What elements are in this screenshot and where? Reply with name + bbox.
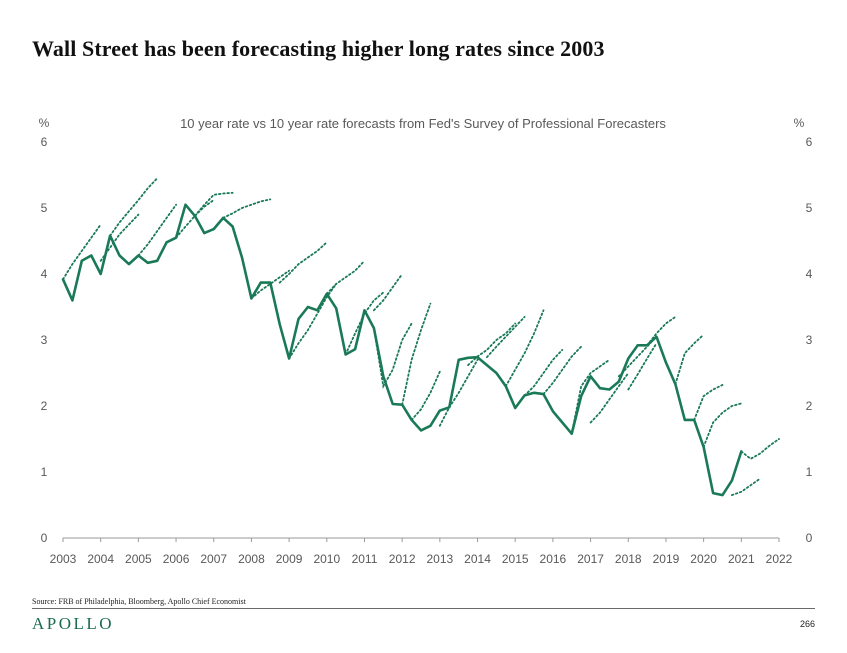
y-axis-label-left: %: [39, 116, 50, 130]
forecast-line-18: [467, 322, 517, 367]
forecast-line-1: [62, 223, 102, 281]
x-tick-label: 2015: [502, 552, 529, 566]
forecast-line-19: [485, 315, 526, 359]
y-axis-label-right: %: [794, 116, 805, 130]
x-tick-label: 2007: [200, 552, 227, 566]
x-tick-label: 2012: [389, 552, 416, 566]
y-axis-right: 0 1 2 3 4 5 6: [806, 135, 813, 545]
y-tick-label-right: 4: [806, 267, 813, 281]
y-tick-label-right: 1: [806, 465, 813, 479]
forecast-line-32: [740, 438, 780, 460]
forecast-line-2: [109, 177, 159, 237]
x-tick-label: 2018: [615, 552, 642, 566]
source-note: Source: FRB of Philadelphia, Bloomberg, …: [32, 597, 246, 606]
x-tick-label: 2006: [163, 552, 190, 566]
forecast-line-16: [410, 370, 441, 421]
forecast-line-28: [674, 333, 705, 386]
forecast-line-24: [589, 372, 630, 424]
y-tick-label-left: 0: [41, 531, 48, 545]
y-tick-label-right: 2: [806, 399, 813, 413]
x-tick-label: 2013: [426, 552, 453, 566]
forecast-line-17: [438, 358, 479, 427]
page-number: 266: [799, 619, 815, 629]
forecast-line-15: [401, 302, 432, 406]
x-tick-label: 2019: [653, 552, 680, 566]
forecast-line-20: [504, 309, 545, 388]
footer-divider: [32, 608, 815, 609]
forecast-line-9: [278, 241, 328, 284]
actual-series: [61, 203, 743, 497]
x-tick-label: 2005: [125, 552, 152, 566]
x-axis: 2003 2004 2005 2006 2007 2008 2009 2010 2011 2012…: [50, 537, 793, 566]
x-tick-label: 2014: [464, 552, 491, 566]
y-tick-label-left: 5: [41, 201, 48, 215]
forecast-line-6: [193, 191, 234, 217]
forecast-line-23: [570, 358, 611, 435]
x-tick-label: 2022: [766, 552, 793, 566]
y-tick-label-left: 1: [41, 465, 48, 479]
forecast-line-27: [627, 342, 658, 391]
x-tick-label: 2004: [87, 552, 114, 566]
apollo-logo: APOLLO: [32, 614, 115, 633]
y-tick-label-left: 3: [41, 333, 48, 347]
y-tick-label-left: 4: [41, 267, 48, 281]
y-axis-left: 0 1 2 3 4 5 6: [41, 135, 48, 545]
x-tick-label: 2011: [352, 552, 378, 566]
y-tick-label-right: 6: [806, 135, 813, 149]
forecast-line-22: [542, 345, 583, 396]
line-chart: 10 year rate vs 10 year rate forecasts f…: [39, 116, 813, 566]
forecast-line-11: [325, 259, 366, 295]
x-tick-label: 2017: [577, 552, 604, 566]
page-title: Wall Street has been forecasting higher …: [32, 36, 605, 61]
y-tick-label-left: 6: [41, 135, 48, 149]
y-tick-label-right: 0: [806, 531, 813, 545]
forecast-line-29: [693, 383, 724, 421]
forecast-line-8: [250, 269, 291, 300]
x-tick-label: 2003: [50, 552, 77, 566]
y-tick-label-left: 2: [41, 399, 48, 413]
y-tick-label-right: 3: [806, 333, 813, 347]
forecast-line-30: [702, 402, 743, 448]
forecast-line-13: [372, 273, 404, 312]
forecast-line-31: [731, 477, 762, 497]
forecast-line-21: [523, 348, 564, 397]
forecast-line-7: [222, 198, 272, 219]
x-tick-label: 2008: [238, 552, 265, 566]
chart-area: 10 year rate vs 10 year rate forecasts f…: [39, 116, 813, 566]
x-tick-label: 2020: [690, 552, 717, 566]
forecast-line-12: [344, 291, 385, 356]
actual-rate-line: [61, 203, 743, 497]
chart-title: 10 year rate vs 10 year rate forecasts f…: [180, 116, 666, 131]
x-tick-label: 2021: [728, 552, 755, 566]
x-tick-label: 2009: [276, 552, 303, 566]
x-tick-label: 2016: [540, 552, 567, 566]
x-tick-label: 2010: [313, 552, 340, 566]
forecast-series: [62, 177, 780, 497]
forecast-line-4: [137, 203, 178, 257]
y-tick-label-right: 5: [806, 201, 813, 215]
